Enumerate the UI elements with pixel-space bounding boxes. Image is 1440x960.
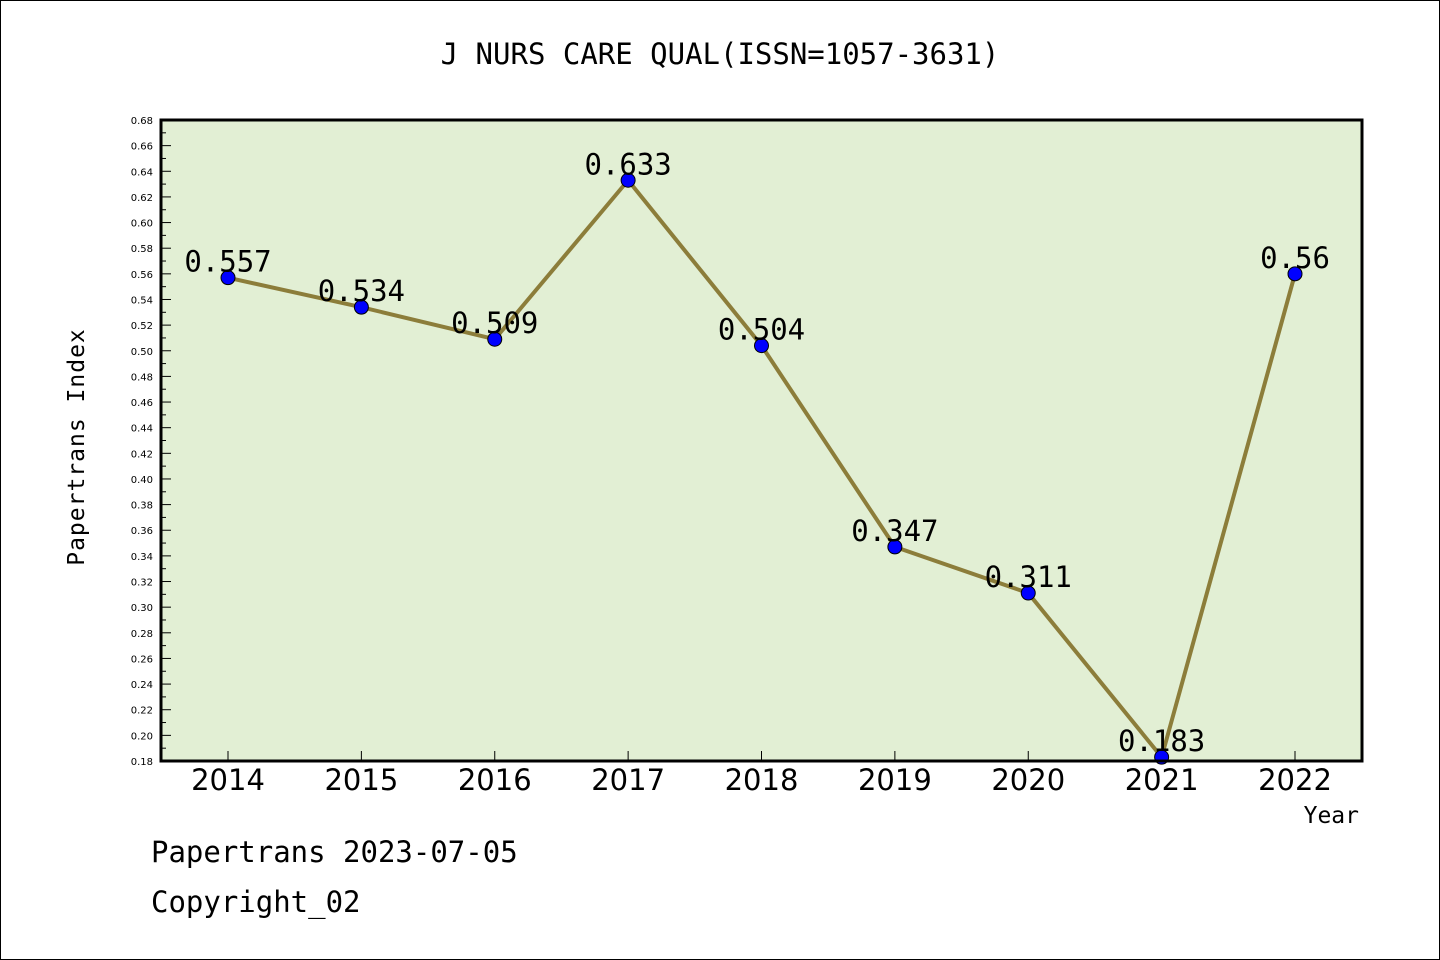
y-tick-label: 0.26 — [131, 654, 153, 665]
data-label: 0.347 — [851, 514, 938, 548]
data-label: 0.311 — [985, 560, 1072, 594]
x-tick-label: 2020 — [991, 763, 1065, 797]
data-label: 0.509 — [451, 306, 538, 340]
y-tick-label: 0.64 — [131, 167, 153, 178]
data-point — [220, 270, 236, 286]
y-tick-label: 0.32 — [131, 578, 153, 589]
x-tick-label: 2018 — [725, 763, 799, 797]
y-tick-label: 0.24 — [131, 680, 153, 691]
y-tick-label: 0.62 — [131, 193, 153, 204]
y-tick-label: 0.28 — [131, 629, 153, 640]
data-point — [887, 539, 903, 555]
plot-frame — [159, 118, 1364, 763]
data-label: 0.183 — [1118, 724, 1205, 758]
footer-date: Papertrans 2023-07-05 — [151, 835, 518, 869]
y-tick-label: 0.48 — [131, 372, 153, 383]
x-axis-label: Year — [1303, 803, 1359, 829]
y-tick-label: 0.58 — [131, 244, 153, 255]
data-point — [1287, 266, 1303, 282]
data-point — [353, 299, 369, 315]
y-tick-label: 0.20 — [131, 731, 153, 742]
data-label: 0.557 — [184, 245, 271, 279]
y-tick-label: 0.44 — [131, 424, 153, 435]
y-tick-label: 0.38 — [131, 501, 153, 512]
y-tick-label: 0.30 — [131, 603, 153, 614]
y-tick-label: 0.66 — [131, 142, 153, 153]
y-tick-label: 0.18 — [131, 757, 153, 768]
x-tick-label: 2014 — [191, 763, 265, 797]
chart-title: J NURS CARE QUAL(ISSN=1057-3631) — [440, 37, 1000, 71]
data-point — [487, 331, 503, 347]
footer-copyright: Copyright_02 — [151, 885, 361, 919]
data-label: 0.56 — [1260, 241, 1330, 275]
y-tick-label: 0.52 — [131, 321, 153, 332]
data-label: 0.633 — [584, 147, 671, 181]
y-tick-label: 0.60 — [131, 219, 153, 230]
y-tick-label: 0.54 — [131, 295, 153, 306]
data-point — [754, 338, 769, 354]
x-tick-label: 2021 — [1125, 763, 1199, 797]
x-tick-label: 2019 — [858, 763, 932, 797]
y-tick-label: 0.36 — [131, 526, 153, 537]
y-tick-label: 0.68 — [131, 116, 153, 127]
x-tick-label: 2022 — [1258, 763, 1332, 797]
y-tick-label: 0.22 — [131, 706, 153, 717]
y-tick-label: 0.42 — [131, 449, 153, 460]
x-tick-label: 2015 — [324, 763, 398, 797]
data-label: 0.534 — [318, 274, 405, 308]
y-tick-label: 0.40 — [131, 475, 153, 486]
plot-area — [161, 120, 1362, 761]
y-tick-label: 0.34 — [131, 552, 153, 563]
data-point — [620, 172, 636, 188]
data-point — [1020, 585, 1036, 601]
data-label: 0.504 — [718, 313, 805, 347]
x-tick-label: 2016 — [458, 763, 532, 797]
y-tick-label: 0.50 — [131, 347, 153, 358]
y-tick-label: 0.46 — [131, 398, 153, 409]
x-tick-label: 2017 — [591, 763, 665, 797]
y-tick-label: 0.56 — [131, 270, 153, 281]
